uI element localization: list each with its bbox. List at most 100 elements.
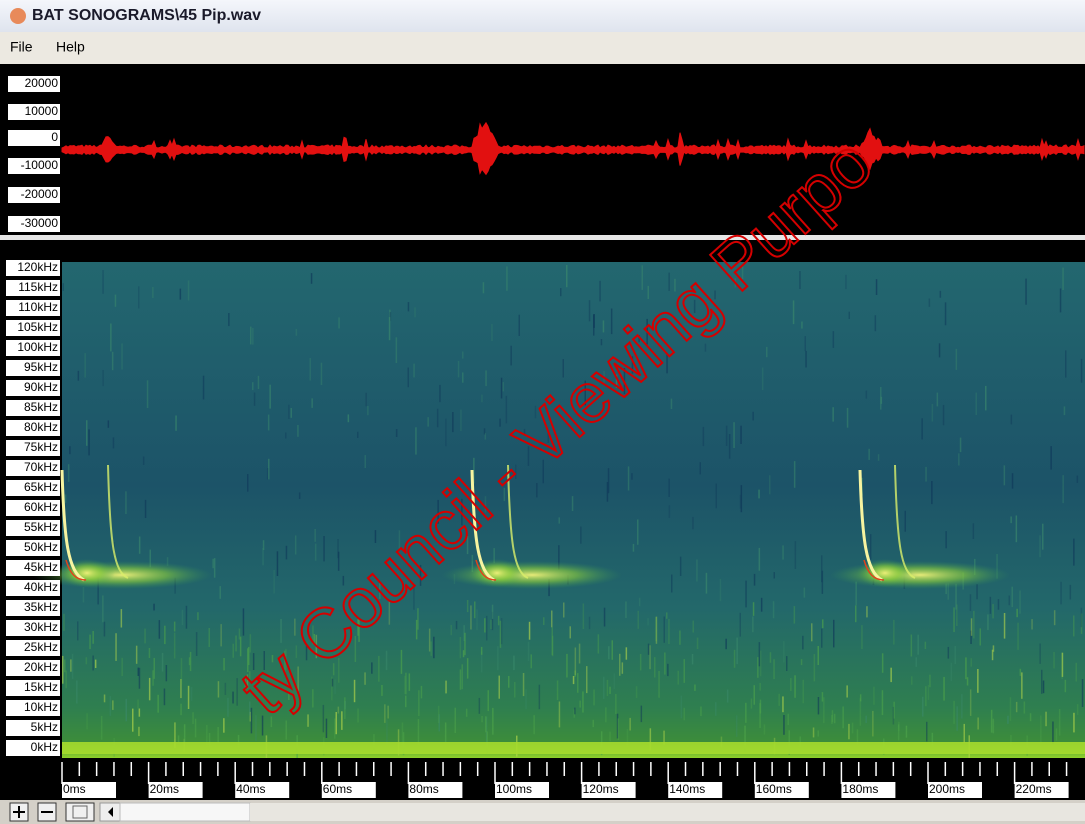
- zoom-out-button[interactable]: [37, 802, 57, 822]
- noise: [580, 526, 582, 544]
- noise: [938, 343, 941, 358]
- noise: [663, 616, 665, 643]
- noise: [487, 690, 489, 712]
- noise: [276, 551, 279, 576]
- noise: [337, 551, 340, 571]
- noise: [616, 713, 619, 739]
- noise: [534, 405, 537, 419]
- noise: [821, 570, 824, 594]
- noise: [793, 461, 796, 488]
- noise: [217, 727, 219, 744]
- noise: [1041, 669, 1043, 694]
- scroll-left-button[interactable]: [99, 802, 121, 822]
- noise: [632, 543, 635, 552]
- noise: [769, 652, 772, 663]
- label-box: [8, 130, 60, 146]
- noise: [897, 724, 900, 741]
- noise: [562, 359, 564, 378]
- scroll-track[interactable]: [250, 803, 1085, 821]
- noise: [1080, 613, 1083, 634]
- noise: [135, 645, 138, 664]
- label-box: [8, 187, 60, 203]
- noise: [261, 715, 264, 736]
- noise: [491, 324, 493, 341]
- noise: [655, 616, 657, 642]
- noise: [499, 620, 502, 648]
- noise: [354, 636, 357, 662]
- noise: [893, 701, 895, 719]
- noise: [452, 412, 454, 433]
- noise: [745, 580, 747, 608]
- noise: [103, 621, 106, 637]
- noise: [213, 558, 216, 578]
- noise: [782, 545, 784, 560]
- noise: [926, 721, 928, 742]
- noise: [315, 634, 318, 659]
- fit-button[interactable]: [65, 802, 95, 822]
- noise: [331, 676, 333, 701]
- noise: [187, 685, 190, 709]
- noise: [832, 407, 834, 422]
- noise: [1010, 414, 1013, 425]
- menu-item[interactable]: Help: [56, 39, 85, 55]
- noise: [1081, 679, 1084, 707]
- noise: [536, 483, 538, 498]
- noise: [466, 600, 469, 613]
- frequency-label: 80kHz: [24, 420, 58, 434]
- noise: [357, 619, 359, 636]
- noise: [208, 628, 210, 647]
- noise: [417, 608, 419, 630]
- noise: [674, 278, 676, 292]
- noise: [86, 420, 88, 446]
- noise: [679, 630, 681, 645]
- noise: [102, 270, 104, 294]
- noise: [1076, 704, 1079, 715]
- noise: [485, 716, 487, 733]
- noise: [1073, 538, 1075, 566]
- noise: [629, 717, 631, 731]
- noise: [691, 654, 694, 665]
- noise: [758, 547, 761, 571]
- noise: [715, 702, 717, 716]
- noise: [603, 607, 606, 627]
- noise: [955, 348, 958, 370]
- time-label: 160ms: [756, 782, 792, 796]
- noise: [619, 653, 621, 676]
- time-label: 140ms: [669, 782, 705, 796]
- noise: [861, 477, 863, 496]
- noise: [153, 657, 155, 679]
- noise: [668, 618, 670, 644]
- noise: [85, 657, 88, 665]
- scroll-thumb[interactable]: [119, 802, 251, 822]
- noise: [138, 536, 141, 554]
- noise: [566, 265, 568, 288]
- noise: [217, 681, 220, 698]
- noise: [566, 653, 568, 678]
- noise: [752, 616, 754, 633]
- menu-item[interactable]: File: [10, 39, 33, 55]
- noise: [173, 632, 176, 659]
- frequency-label: 50kHz: [24, 540, 58, 554]
- spectrogram: [62, 262, 1085, 758]
- frequency-label: 70kHz: [24, 460, 58, 474]
- splitter[interactable]: [0, 235, 1085, 240]
- noise: [929, 674, 931, 688]
- noise: [846, 407, 849, 428]
- zoom-in-button[interactable]: [9, 802, 29, 822]
- noise: [760, 597, 763, 612]
- noise: [869, 534, 872, 560]
- call-core: [65, 559, 87, 581]
- label-box: [668, 782, 723, 798]
- noise: [142, 456, 145, 465]
- noise: [702, 426, 705, 447]
- noise: [398, 530, 401, 551]
- label-box: [6, 680, 60, 696]
- label-box: [8, 76, 60, 92]
- noise: [625, 647, 628, 660]
- label-box: [581, 782, 636, 798]
- noise: [1015, 701, 1018, 713]
- noise: [1017, 622, 1019, 650]
- time-label: 100ms: [496, 782, 532, 796]
- noise: [666, 354, 668, 374]
- noise: [977, 669, 979, 693]
